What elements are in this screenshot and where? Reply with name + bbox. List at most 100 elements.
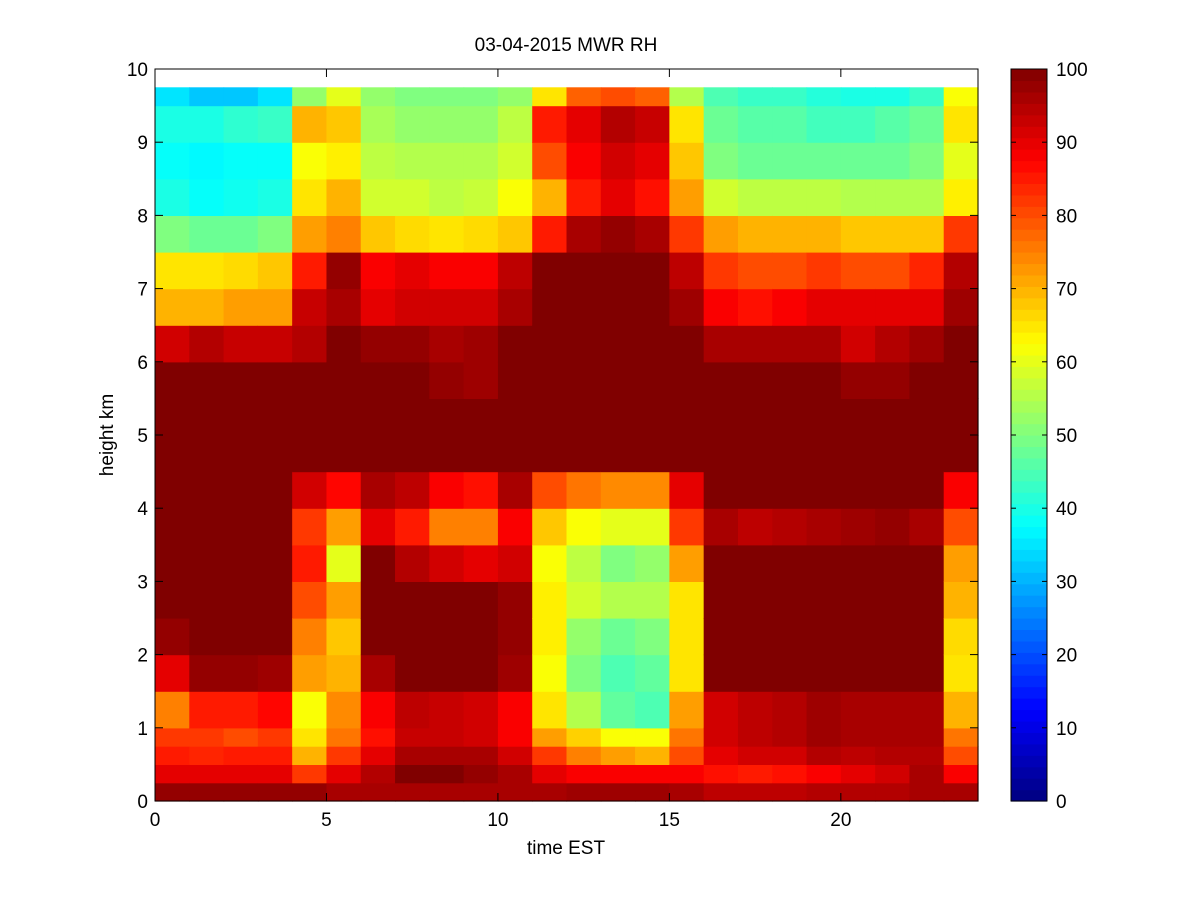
heatmap-cell-t5-h10: [326, 471, 362, 509]
colorbar-tick-label: 80: [1056, 206, 1077, 227]
heatmap-cell-t10-h19: [497, 142, 533, 180]
heatmap-cell-t0-h1: [155, 764, 190, 784]
heatmap-cell-t3-h3: [257, 727, 293, 747]
heatmap-cell-t13-h3: [600, 727, 636, 747]
heatmap-cell-t23-h19: [943, 142, 979, 180]
heatmap-cell-t20-h3: [840, 727, 876, 747]
heatmap-cell-t4-h1: [292, 764, 328, 784]
heatmap-cell-t17-h14: [737, 325, 773, 363]
heatmap-cell-t16-h0: [703, 782, 739, 802]
heatmap-cell-t3-h9: [257, 508, 293, 546]
heatmap-cell-t7-h4: [395, 691, 430, 729]
heatmap-cell-t17-h10: [737, 471, 773, 509]
heatmap-cell-t12-h4: [566, 691, 602, 729]
heatmap-cell-t5-h6: [326, 618, 362, 656]
heatmap-cell-t4-h9: [292, 508, 328, 546]
heatmap-cell-t15-h0: [669, 782, 705, 802]
heatmap-cell-t23-h6: [943, 618, 979, 656]
heatmap-cell-t20-h19: [840, 142, 876, 180]
heatmap-cell-t20-h9: [840, 508, 876, 546]
heatmap-cell-t16-h3: [703, 727, 739, 747]
heatmap-cell-t17-h2: [737, 746, 773, 765]
heatmap-cell-t5-h21: [326, 87, 362, 107]
heatmap-cell-t18-h14: [772, 325, 808, 363]
heatmap-cell-t14-h12: [635, 398, 670, 436]
heatmap-cell-t1-h19: [189, 142, 225, 180]
heatmap-cell-t3-h5: [257, 654, 293, 692]
heatmap-cell-t13-h18: [600, 178, 636, 216]
heatmap-cell-t11-h14: [532, 325, 568, 363]
heatmap-cell-t0-h10: [155, 471, 190, 509]
x-tick-label: 10: [487, 810, 508, 831]
heatmap-cell-t7-h3: [395, 727, 430, 747]
heatmap-cell-t9-h4: [463, 691, 499, 729]
heatmap-cell-t9-h8: [463, 544, 499, 582]
heatmap-cell-t8-h2: [429, 746, 465, 765]
heatmap-cell-t0-h12: [155, 398, 190, 436]
heatmap-cell-t22-h7: [909, 581, 945, 619]
heatmap-cell-t6-h13: [360, 361, 396, 399]
heatmap-cell-t9-h21: [463, 87, 499, 107]
heatmap-cell-t7-h19: [395, 142, 430, 180]
heatmap-cell-t19-h5: [806, 654, 842, 692]
heatmap-cell-t7-h0: [395, 782, 430, 802]
heatmap-cell-t7-h15: [395, 288, 430, 326]
heatmap-cell-t0-h8: [155, 544, 190, 582]
heatmap-cell-t21-h10: [875, 471, 911, 509]
heatmap-cell-t11-h1: [532, 764, 568, 784]
heatmap-cell-t19-h14: [806, 325, 842, 363]
heatmap-cell-t19-h0: [806, 782, 842, 802]
heatmap-cell-t23-h1: [943, 764, 979, 784]
heatmap-cell-t23-h3: [943, 727, 979, 747]
heatmap-cell-t8-h7: [429, 581, 465, 619]
heatmap-cell-t8-h1: [429, 764, 465, 784]
heatmap-cell-t14-h9: [635, 508, 670, 546]
colorbar-band: [1011, 252, 1047, 265]
heatmap-cell-t2-h14: [223, 325, 259, 363]
heatmap-cell-t20-h17: [840, 215, 876, 253]
heatmap-cell-t15-h4: [669, 691, 705, 729]
heatmap-cell-t3-h18: [257, 178, 293, 216]
heatmap-cell-t5-h19: [326, 142, 362, 180]
heatmap-cell-t23-h5: [943, 654, 979, 692]
heatmap-cell-t13-h9: [600, 508, 636, 546]
colorbar-band: [1011, 240, 1047, 253]
heatmap-cell-t15-h20: [669, 105, 705, 143]
heatmap-cell-t1-h21: [189, 87, 225, 107]
heatmap-cell-t3-h11: [257, 435, 293, 473]
heatmap-cell-t16-h8: [703, 544, 739, 582]
heatmap-cell-t4-h8: [292, 544, 328, 582]
heatmap-cell-t2-h11: [223, 435, 259, 473]
heatmap-cell-t15-h12: [669, 398, 705, 436]
heatmap-cell-t0-h13: [155, 361, 190, 399]
heatmap-cell-t12-h12: [566, 398, 602, 436]
colorbar-band: [1011, 206, 1047, 219]
heatmap-cell-t1-h13: [189, 361, 225, 399]
heatmap-cell-t19-h19: [806, 142, 842, 180]
heatmap-cell-t3-h0: [257, 782, 293, 802]
heatmap-cell-t9-h5: [463, 654, 499, 692]
colorbar-band: [1011, 286, 1047, 299]
heatmap-cell-t18-h11: [772, 435, 808, 473]
heatmap-cell-t0-h6: [155, 618, 190, 656]
heatmap-cell-t0-h2: [155, 746, 190, 765]
heatmap-cell-t4-h21: [292, 87, 328, 107]
heatmap-cell-t2-h0: [223, 782, 259, 802]
heatmap-cell-t14-h21: [635, 87, 670, 107]
heatmap-cell-t6-h4: [360, 691, 396, 729]
heatmap-cell-t11-h12: [532, 398, 568, 436]
heatmap-cell-t4-h15: [292, 288, 328, 326]
colorbar-band: [1011, 389, 1047, 402]
heatmap-cell-t19-h15: [806, 288, 842, 326]
colorbar-band: [1011, 435, 1047, 448]
heatmap-cell-t11-h20: [532, 105, 568, 143]
heatmap-cell-t6-h6: [360, 618, 396, 656]
heatmap-cell-t21-h18: [875, 178, 911, 216]
heatmap-cell-t21-h11: [875, 435, 911, 473]
heatmap-cell-t18-h8: [772, 544, 808, 582]
heatmap-cell-t11-h13: [532, 361, 568, 399]
heatmap-cell-t16-h16: [703, 252, 739, 290]
heatmap-cell-t19-h12: [806, 398, 842, 436]
heatmap-cell-t11-h10: [532, 471, 568, 509]
colorbar-band: [1011, 343, 1047, 356]
